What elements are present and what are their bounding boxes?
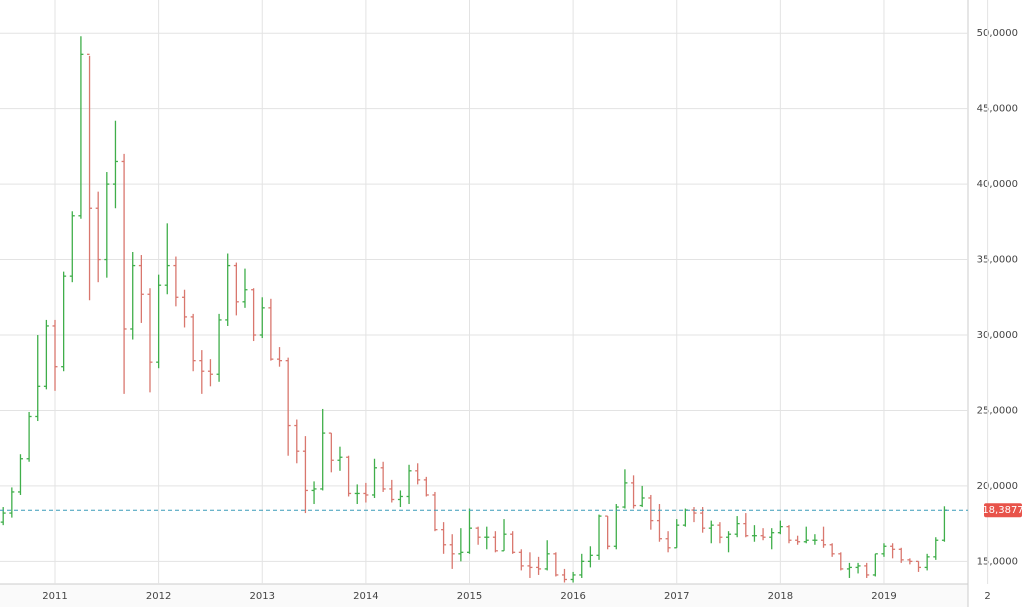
x-tick-label: 2011 — [42, 591, 67, 602]
x-tick-label: 2013 — [250, 591, 275, 602]
y-tick-label: 20,0000 — [977, 481, 1018, 492]
x-tick-label: 2018 — [768, 591, 793, 602]
x-tick-label: 2017 — [664, 591, 689, 602]
x-tick-label: 2014 — [353, 591, 378, 602]
x-tick-label: 2 — [984, 591, 990, 602]
x-tick-label: 2015 — [457, 591, 482, 602]
y-tick-label: 15,0000 — [977, 556, 1018, 567]
y-tick-label: 40,0000 — [977, 179, 1018, 190]
x-tick-label: 2012 — [146, 591, 171, 602]
x-axis-band — [0, 584, 968, 607]
x-tick-label: 2019 — [871, 591, 896, 602]
last-price-badge — [984, 503, 1022, 518]
y-tick-label: 25,0000 — [977, 405, 1018, 416]
y-tick-label: 35,0000 — [977, 255, 1018, 266]
y-tick-label: 30,0000 — [977, 330, 1018, 341]
x-tick-label: 2016 — [560, 591, 585, 602]
y-tick-label: 50,0000 — [977, 28, 1018, 39]
y-tick-label: 45,0000 — [977, 104, 1018, 115]
last-price-label: 18,3877 — [982, 505, 1023, 516]
